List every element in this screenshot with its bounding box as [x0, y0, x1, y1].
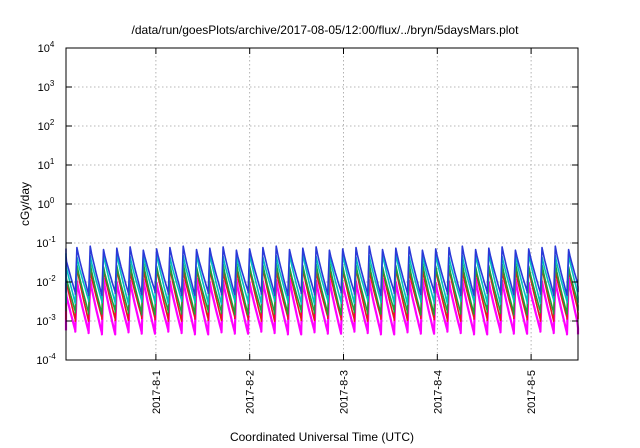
series-line-3: [65, 262, 579, 316]
y-axis: 104 103 102 101 100 10-1 10-2 10-3 10-4: [36, 40, 578, 367]
series-line-5: [65, 245, 579, 297]
chart-title: /data/run/goesPlots/archive/2017-08-05/1…: [132, 23, 520, 37]
y-tick-label: 102: [38, 118, 55, 133]
y-tick-label: 10-2: [36, 274, 56, 289]
x-tick-label: 2017-8-4: [432, 370, 444, 414]
x-tick-label: 2017-8-5: [526, 370, 538, 414]
y-axis-label: cGy/day: [18, 182, 32, 226]
series-group: [64, 245, 580, 336]
series-line-1: [64, 277, 580, 336]
y-tick-label: 10-4: [36, 352, 56, 367]
y-tick-label: 101: [38, 157, 55, 172]
x-tick-label: 2017-8-3: [338, 370, 350, 414]
series-line-4: [65, 252, 579, 305]
series-line-2: [65, 266, 579, 322]
y-tick-label: 103: [38, 79, 55, 94]
y-tick-label: 100: [38, 196, 55, 211]
x-tick-label: 2017-8-2: [245, 370, 257, 414]
y-tick-label: 104: [38, 40, 55, 55]
y-tick-label: 10-3: [36, 313, 56, 328]
x-axis-label: Coordinated Universal Time (UTC): [230, 430, 414, 444]
x-axis: 2017-8-1 2017-8-2 2017-8-3 2017-8-4 2017-8-5: [151, 48, 538, 414]
y-tick-label: 10-1: [36, 235, 56, 250]
x-tick-label: 2017-8-1: [151, 370, 163, 414]
